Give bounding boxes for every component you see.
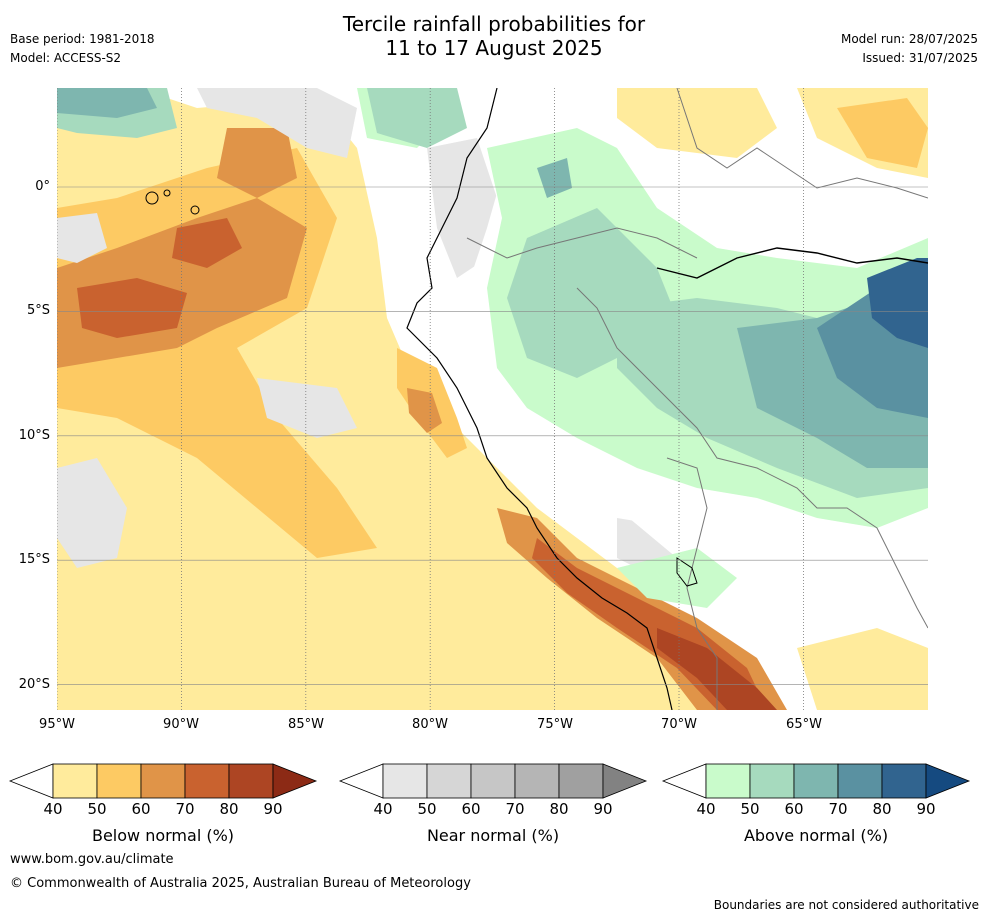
colorbar-tick-label: 40	[696, 800, 716, 818]
footer-url: www.bom.gov.au/climate	[10, 852, 174, 867]
colorbar-tick-label: 40	[373, 800, 393, 818]
colorbar-below-normal	[8, 763, 318, 799]
colorbar-segment	[228, 763, 274, 799]
chart-title: Tercile rainfall probabilities for 11 to…	[0, 12, 988, 60]
colorbar-segment	[426, 763, 472, 799]
lat-label-5s: 5°S	[26, 303, 50, 318]
colorbar-tick-label: 90	[593, 800, 613, 818]
colorbar-segment	[514, 763, 560, 799]
colorbar-tick-label: 80	[549, 800, 569, 818]
title-line-1: Tercile rainfall probabilities for	[342, 12, 646, 36]
legend-label-below-normal: Below normal (%)	[91, 826, 235, 845]
colorbar-segment	[837, 763, 883, 799]
lon-label-85w: 85°W	[288, 717, 324, 732]
colorbar-lower-extension	[8, 763, 54, 799]
colorbar-lower-extension	[661, 763, 707, 799]
colorbar-tick-label: 90	[263, 800, 283, 818]
colorbar-tick-label: 70	[828, 800, 848, 818]
colorbar-segment	[382, 763, 428, 799]
colorbar-tick-label: 70	[175, 800, 195, 818]
colorbar-lower-extension	[338, 763, 384, 799]
lon-label-80w: 80°W	[412, 717, 448, 732]
colorbar-tick-label: 50	[740, 800, 760, 818]
colorbar-tick-label: 60	[131, 800, 151, 818]
colorbar-upper-extension	[272, 763, 318, 799]
lon-label-65w: 65°W	[786, 717, 822, 732]
colorbar-tick-label: 80	[219, 800, 239, 818]
lat-label-10s: 10°S	[18, 428, 50, 443]
lat-label-0: 0°	[35, 179, 50, 194]
colorbar-above-normal	[661, 763, 971, 799]
footer-disclaimer: Boundaries are not considered authoritat…	[713, 898, 979, 912]
probability-map	[57, 88, 928, 710]
footer-copyright: © Commonwealth of Australia 2025, Austra…	[10, 876, 471, 891]
colorbar-segment	[470, 763, 516, 799]
colorbar-segment	[184, 763, 230, 799]
base-period: Base period: 1981-2018	[10, 32, 155, 46]
colorbar-segment	[793, 763, 839, 799]
colorbar-segment	[52, 763, 98, 799]
colorbar-segment	[749, 763, 795, 799]
colorbar-tick-label: 80	[872, 800, 892, 818]
colorbar-segment	[96, 763, 142, 799]
colorbar-segment	[140, 763, 186, 799]
colorbar-tick-label: 90	[916, 800, 936, 818]
colorbar-tick-label: 60	[461, 800, 481, 818]
lat-label-20s: 20°S	[18, 677, 50, 692]
lon-label-90w: 90°W	[163, 717, 199, 732]
colorbar-tick-label: 40	[43, 800, 63, 818]
colorbar-segment	[881, 763, 927, 799]
colorbar-upper-extension	[602, 763, 648, 799]
title-line-2: 11 to 17 August 2025	[385, 36, 603, 60]
lon-label-75w: 75°W	[537, 717, 573, 732]
meta-right: Model run: 28/07/2025 Issued: 31/07/2025	[841, 30, 978, 68]
colorbar-tick-label: 50	[87, 800, 107, 818]
legend-label-above-normal: Above normal (%)	[743, 826, 889, 845]
lon-label-95w: 95°W	[39, 717, 75, 732]
model-name: Model: ACCESS-S2	[10, 51, 122, 65]
colorbar-upper-extension	[925, 763, 971, 799]
meta-left: Base period: 1981-2018 Model: ACCESS-S2	[10, 30, 155, 68]
lat-label-15s: 15°S	[18, 552, 50, 567]
legend-label-near-normal: Near normal (%)	[426, 826, 560, 845]
colorbar-tick-label: 50	[417, 800, 437, 818]
colorbar-tick-label: 60	[784, 800, 804, 818]
colorbar-segment	[558, 763, 604, 799]
lon-label-70w: 70°W	[661, 717, 697, 732]
issued-date: Issued: 31/07/2025	[862, 51, 978, 65]
model-run: Model run: 28/07/2025	[840, 32, 978, 46]
colorbar-tick-label: 70	[505, 800, 525, 818]
legend-colorbars	[8, 763, 971, 799]
colorbar-segment	[705, 763, 751, 799]
colorbar-near-normal	[338, 763, 648, 799]
